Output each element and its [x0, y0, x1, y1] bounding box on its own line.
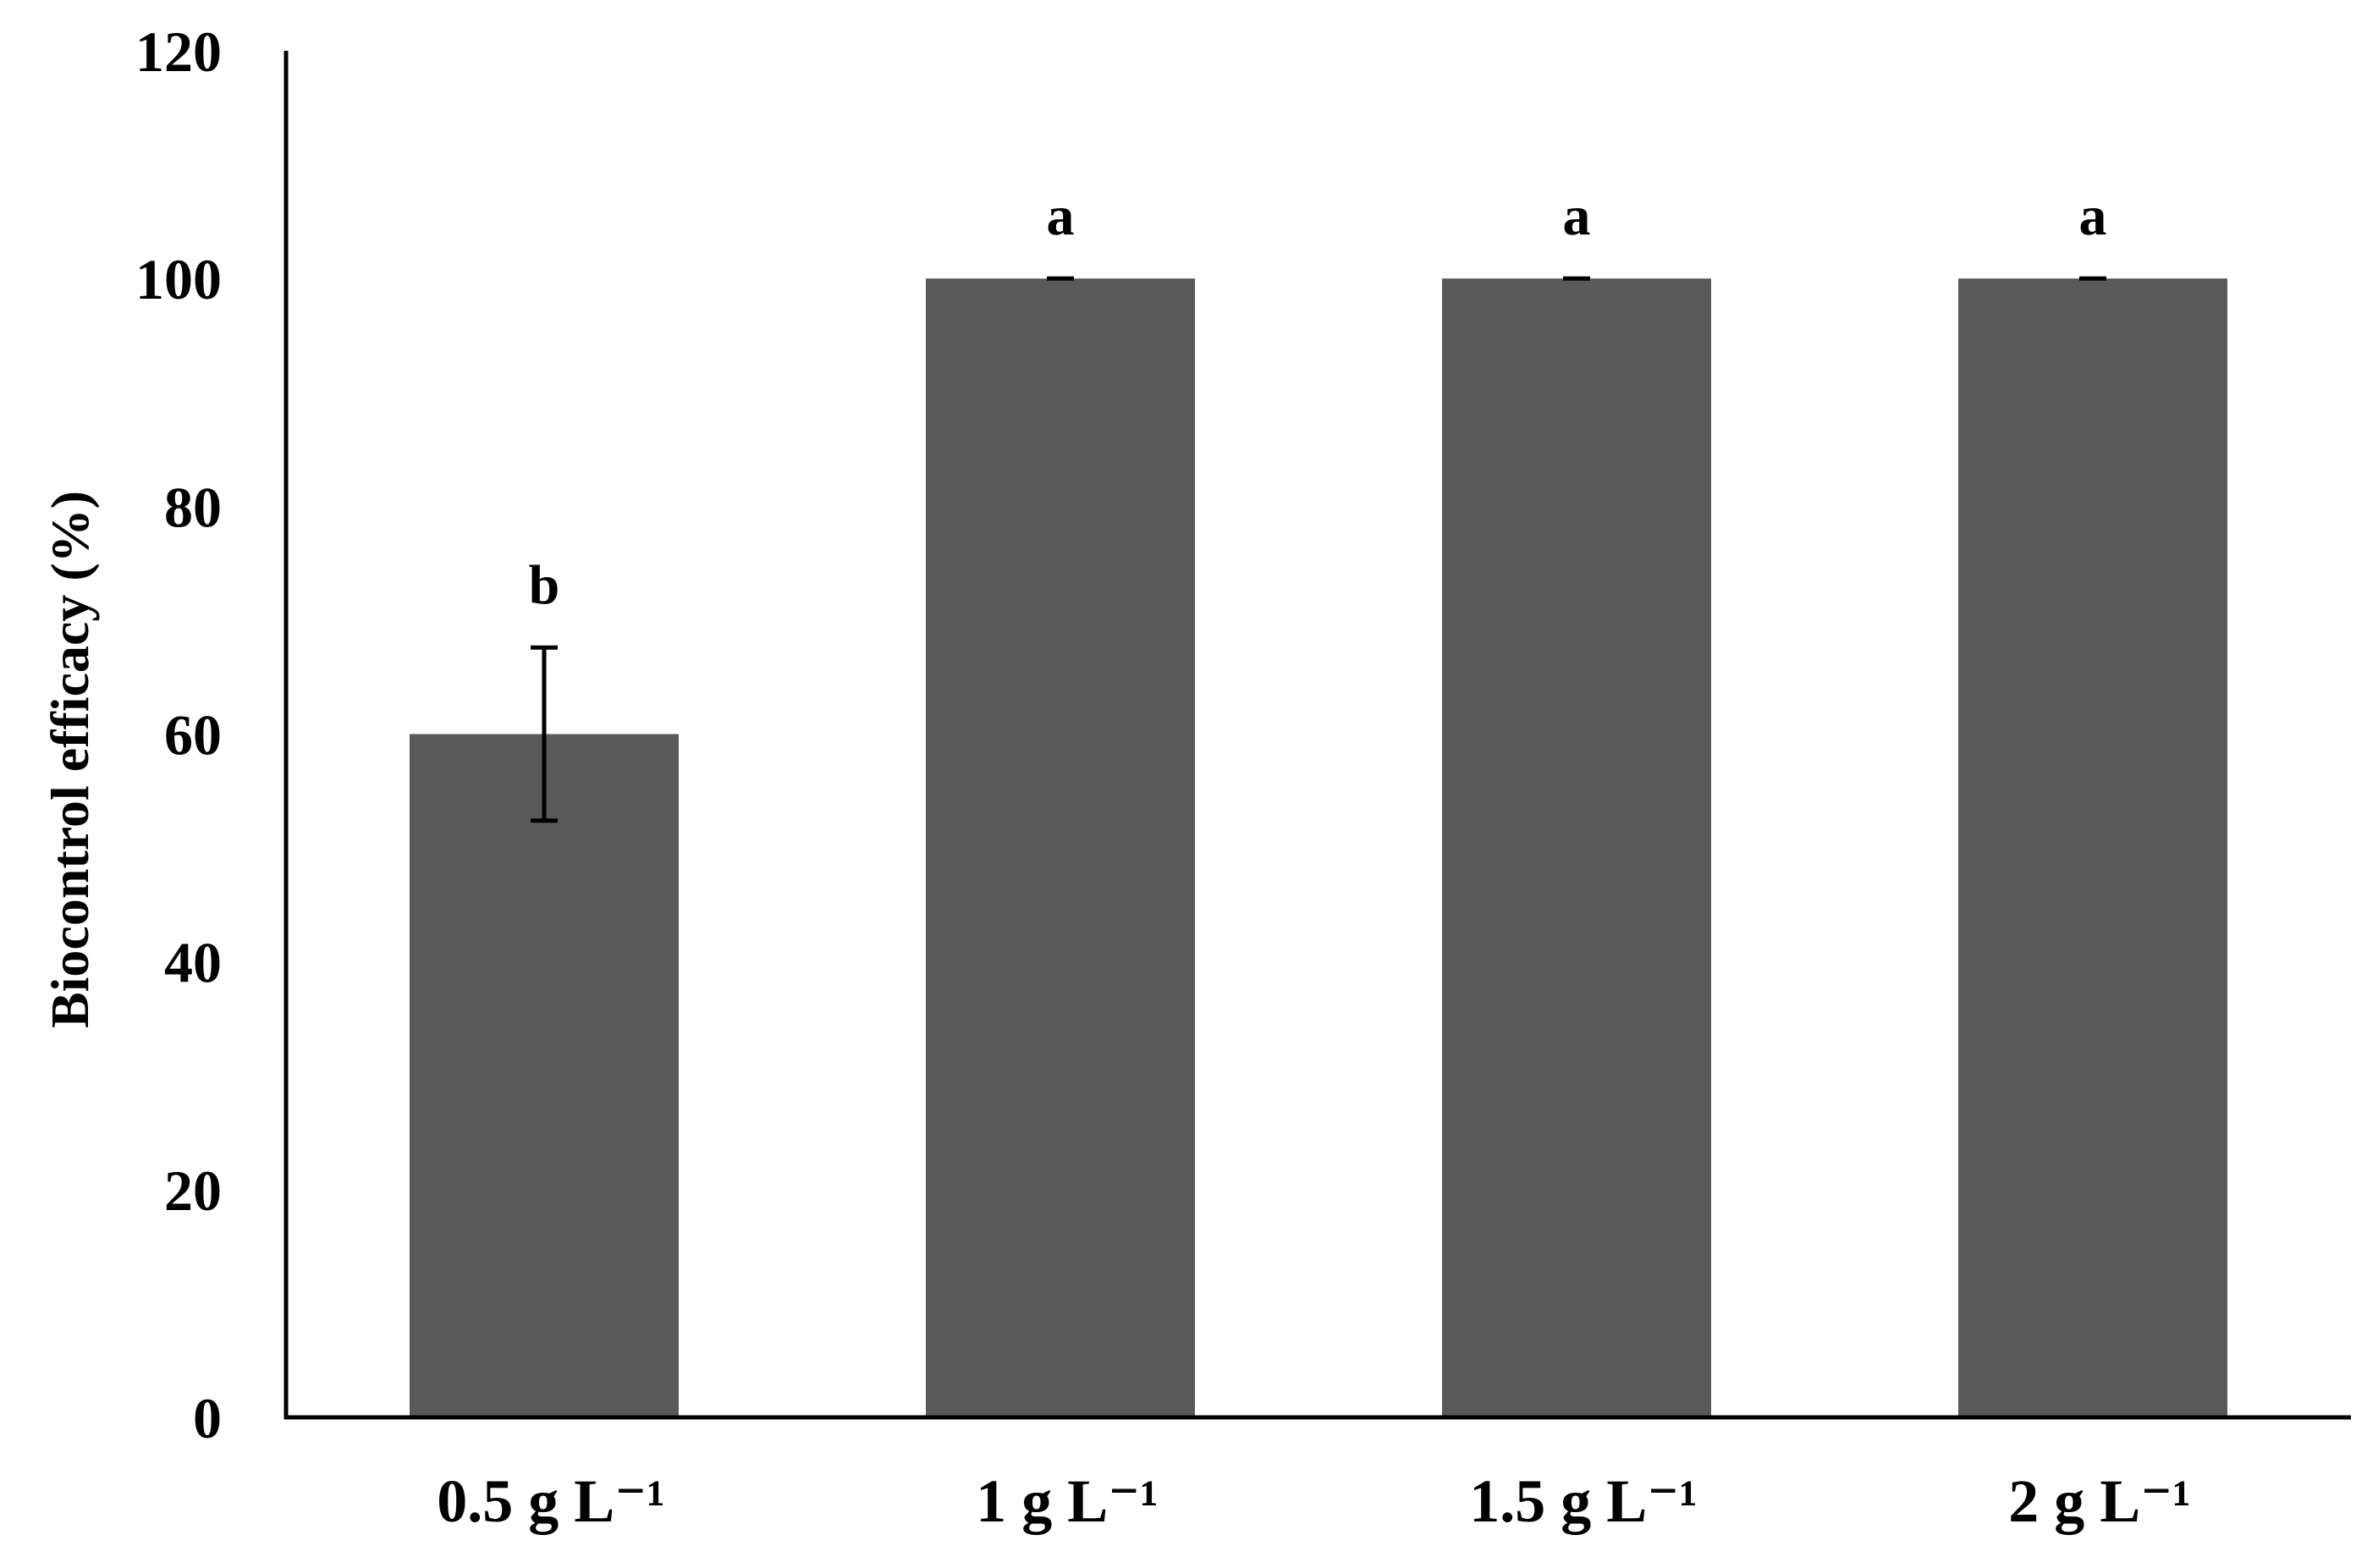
bar	[1958, 278, 2227, 1418]
bars	[410, 278, 2227, 1418]
significance-letter: a	[1563, 185, 1591, 247]
x-tick-label: 0.5 g L⁻¹	[437, 1467, 665, 1535]
y-tick-label: 20	[164, 1158, 222, 1223]
significance-letter: a	[2079, 185, 2107, 247]
x-axis-tick-labels: 0.5 g L⁻¹ 1 g L⁻¹ 1.5 g L⁻¹ 2 g L⁻¹	[437, 1467, 2191, 1535]
y-tick-label: 40	[164, 931, 222, 995]
y-tick-label: 80	[164, 475, 222, 539]
significance-letter: a	[1047, 185, 1075, 247]
bar	[1442, 278, 1711, 1418]
error-bars	[531, 276, 2106, 823]
bar	[926, 278, 1195, 1418]
y-tick-label: 0	[193, 1386, 222, 1450]
significance-letter: b	[529, 554, 560, 616]
x-tick-label: 1.5 g L⁻¹	[1469, 1467, 1698, 1535]
significance-letters: b a a a	[529, 185, 2107, 616]
y-axis-label: Biocontrol efficacy (%)	[40, 491, 100, 1028]
error-bar	[531, 645, 558, 823]
bar	[410, 734, 679, 1417]
y-tick-label: 100	[135, 247, 222, 311]
y-axis-ticks: 0 20 40 60 80 100 120	[135, 19, 222, 1450]
x-tick-label: 2 g L⁻¹	[2008, 1467, 2191, 1535]
x-tick-label: 1 g L⁻¹	[976, 1467, 1159, 1535]
y-tick-label: 60	[164, 703, 222, 767]
y-tick-label: 120	[135, 19, 222, 84]
